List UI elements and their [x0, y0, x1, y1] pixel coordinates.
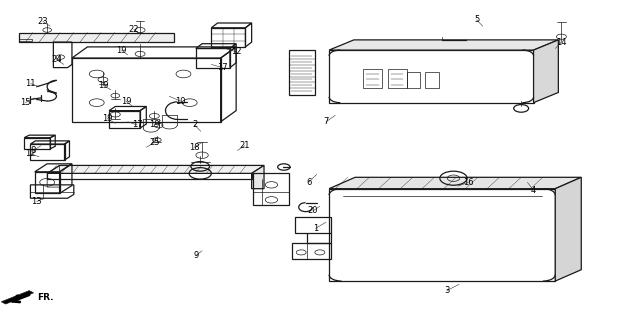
Polygon shape	[19, 33, 174, 42]
Text: 22: 22	[129, 25, 139, 34]
Text: 12: 12	[25, 149, 35, 158]
Text: 16: 16	[463, 178, 474, 187]
Text: 12: 12	[231, 47, 242, 56]
Text: 10: 10	[175, 97, 186, 106]
Polygon shape	[1, 291, 34, 304]
Text: 25: 25	[149, 138, 160, 147]
Text: 19: 19	[102, 114, 112, 123]
Text: 1: 1	[313, 224, 318, 233]
Text: 4: 4	[531, 186, 536, 195]
Text: 13: 13	[31, 197, 42, 206]
Text: 6: 6	[306, 178, 311, 187]
Text: 19: 19	[97, 81, 108, 90]
Polygon shape	[252, 165, 264, 189]
Text: 19: 19	[149, 120, 160, 130]
Text: 17: 17	[217, 63, 228, 72]
Polygon shape	[329, 40, 558, 50]
Text: FR.: FR.	[37, 293, 53, 302]
Text: 24: 24	[51, 55, 61, 64]
Text: 3: 3	[444, 286, 450, 295]
Text: 15: 15	[20, 98, 30, 107]
Polygon shape	[47, 165, 264, 173]
Text: 17: 17	[132, 120, 142, 130]
Text: 8: 8	[31, 146, 36, 155]
Polygon shape	[329, 177, 581, 189]
Text: 7: 7	[324, 117, 329, 126]
Text: 19: 19	[120, 97, 131, 106]
Text: 20: 20	[308, 206, 318, 215]
Text: 2: 2	[192, 120, 197, 130]
Text: 9: 9	[193, 251, 199, 260]
Text: 5: 5	[474, 15, 479, 24]
Polygon shape	[533, 40, 558, 103]
Text: 23: 23	[37, 17, 48, 26]
Text: 18: 18	[189, 143, 199, 152]
Polygon shape	[555, 177, 581, 281]
Text: 14: 14	[556, 38, 567, 47]
Text: 21: 21	[240, 141, 250, 150]
Text: 19: 19	[116, 45, 127, 55]
Text: 11: 11	[25, 79, 35, 88]
